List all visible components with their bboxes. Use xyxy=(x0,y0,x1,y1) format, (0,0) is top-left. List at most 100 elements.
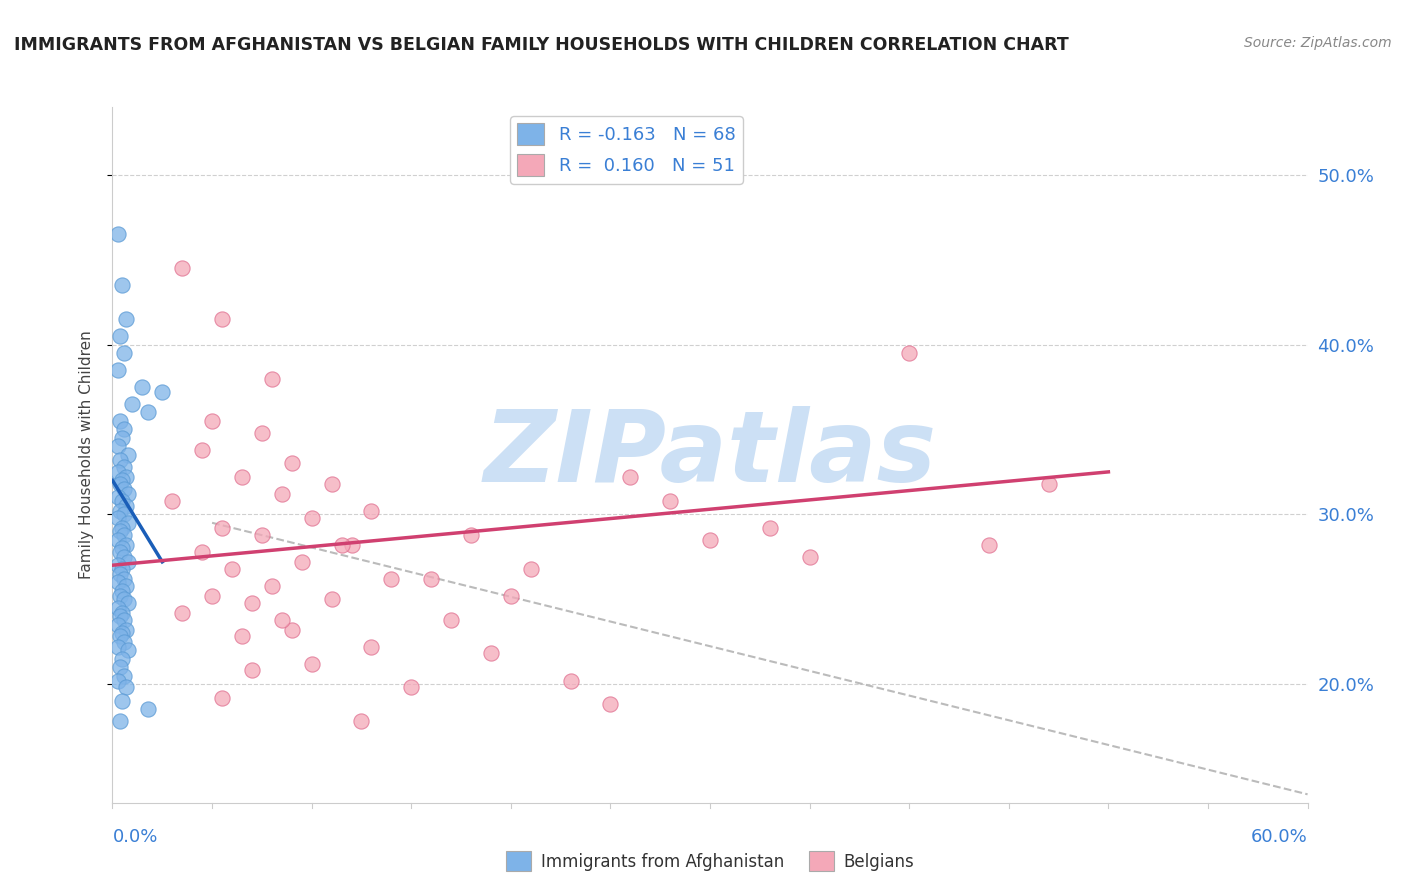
Point xyxy=(115,623,138,637)
Point xyxy=(110,476,132,491)
Point xyxy=(107,673,129,688)
Point xyxy=(560,673,582,688)
Point xyxy=(114,346,135,360)
Point xyxy=(420,572,443,586)
Point xyxy=(111,651,134,665)
Point xyxy=(114,482,135,496)
Point xyxy=(110,453,132,467)
Point xyxy=(301,510,323,524)
Point xyxy=(111,493,134,508)
Point xyxy=(107,491,129,505)
Point xyxy=(110,544,132,558)
Point xyxy=(440,613,463,627)
Point xyxy=(221,561,243,575)
Point xyxy=(107,558,129,573)
Point xyxy=(107,439,129,453)
Point xyxy=(240,664,263,678)
Point xyxy=(110,566,132,581)
Point xyxy=(110,414,132,428)
Point xyxy=(191,442,214,457)
Point xyxy=(281,623,304,637)
Point xyxy=(138,405,160,419)
Point xyxy=(114,422,135,436)
Point xyxy=(114,508,135,522)
Point xyxy=(115,312,138,326)
Point xyxy=(107,510,129,524)
Point xyxy=(659,493,682,508)
Point xyxy=(107,575,129,590)
Text: Source: ZipAtlas.com: Source: ZipAtlas.com xyxy=(1244,36,1392,50)
Point xyxy=(150,385,173,400)
Point xyxy=(162,493,183,508)
Point xyxy=(117,516,139,530)
Point xyxy=(260,578,283,592)
Point xyxy=(401,681,423,695)
Point xyxy=(114,668,135,682)
Point xyxy=(250,425,273,440)
Point xyxy=(107,465,129,479)
Point xyxy=(699,533,721,547)
Point xyxy=(380,572,402,586)
Point xyxy=(107,363,129,377)
Point xyxy=(211,521,233,535)
Point xyxy=(114,459,135,474)
Y-axis label: Family Households with Children: Family Households with Children xyxy=(79,331,94,579)
Point xyxy=(201,589,224,603)
Point xyxy=(460,527,482,541)
Point xyxy=(270,613,292,627)
Text: 60.0%: 60.0% xyxy=(1251,829,1308,847)
Point xyxy=(115,470,138,484)
Point xyxy=(231,630,253,644)
Point xyxy=(110,524,132,539)
Point xyxy=(599,698,621,712)
Point xyxy=(117,448,139,462)
Point xyxy=(117,596,139,610)
Point xyxy=(110,714,132,729)
Point xyxy=(111,278,134,293)
Point xyxy=(111,561,134,575)
Point xyxy=(111,474,134,488)
Point xyxy=(759,521,782,535)
Point xyxy=(799,549,821,564)
Point xyxy=(231,470,253,484)
Point xyxy=(107,600,129,615)
Point xyxy=(281,457,304,471)
Point xyxy=(211,690,233,705)
Point xyxy=(330,538,353,552)
Point xyxy=(117,555,139,569)
Point xyxy=(107,617,129,632)
Point xyxy=(360,640,382,654)
Point xyxy=(250,527,273,541)
Point xyxy=(191,544,214,558)
Point xyxy=(111,521,134,535)
Point xyxy=(360,504,382,518)
Point xyxy=(114,549,135,564)
Point xyxy=(115,681,138,695)
Point xyxy=(172,606,194,620)
Point xyxy=(211,312,233,326)
Point xyxy=(111,606,134,620)
Text: ZIPatlas: ZIPatlas xyxy=(484,407,936,503)
Point xyxy=(499,589,522,603)
Point xyxy=(121,397,143,411)
Point xyxy=(115,499,138,513)
Point xyxy=(111,541,134,556)
Point xyxy=(117,643,139,657)
Point xyxy=(172,261,194,276)
Point xyxy=(111,583,134,598)
Point xyxy=(340,538,363,552)
Point xyxy=(977,538,1000,552)
Point xyxy=(114,613,135,627)
Point xyxy=(110,630,132,644)
Point xyxy=(107,227,129,242)
Point xyxy=(260,371,283,385)
Point xyxy=(111,626,134,640)
Point xyxy=(270,487,292,501)
Point xyxy=(1038,476,1060,491)
Point xyxy=(240,596,263,610)
Point xyxy=(321,476,343,491)
Point xyxy=(117,487,139,501)
Point xyxy=(110,589,132,603)
Text: IMMIGRANTS FROM AFGHANISTAN VS BELGIAN FAMILY HOUSEHOLDS WITH CHILDREN CORRELATI: IMMIGRANTS FROM AFGHANISTAN VS BELGIAN F… xyxy=(14,36,1069,54)
Point xyxy=(115,538,138,552)
